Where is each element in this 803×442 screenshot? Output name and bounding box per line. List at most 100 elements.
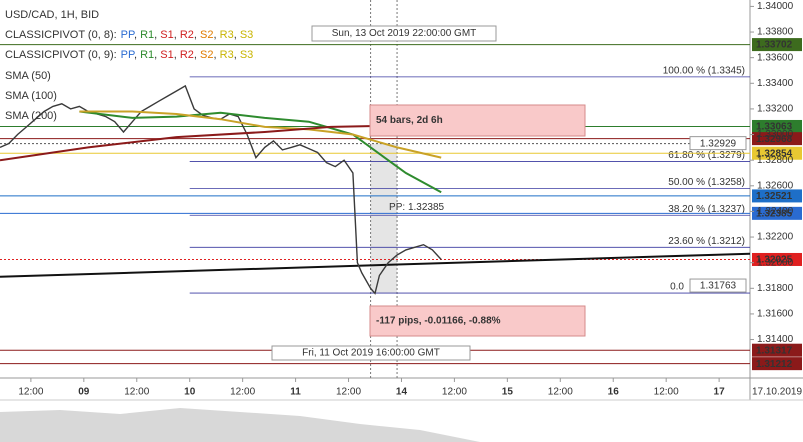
fib-label: 38.20 % (1.3237) bbox=[668, 204, 745, 215]
crosshair-value: 1.32929 bbox=[700, 138, 737, 149]
indicator-item: R3 bbox=[220, 49, 234, 61]
time-label: Sun, 13 Oct 2019 22:00:00 GMT bbox=[332, 28, 477, 39]
level-tag: PP: 1.32385 bbox=[389, 202, 444, 213]
x-tick-label: 16 bbox=[608, 387, 620, 398]
y-tick-label: 1.32600 bbox=[757, 180, 794, 191]
x-tick-label: 12:00 bbox=[548, 387, 573, 398]
separator: , bbox=[234, 29, 240, 41]
separator: , bbox=[194, 29, 200, 41]
y-tick-label: 1.32200 bbox=[757, 232, 794, 243]
indicator-item: R3 bbox=[220, 29, 234, 41]
separator: , bbox=[134, 29, 140, 41]
indicator-item: R2 bbox=[180, 29, 194, 41]
separator: , bbox=[194, 49, 200, 61]
x-tick-label: 15 bbox=[502, 387, 514, 398]
y-tick-label: 1.31600 bbox=[757, 309, 794, 320]
fib-value-box bbox=[689, 278, 747, 293]
trendline bbox=[0, 252, 751, 278]
separator: , bbox=[174, 29, 180, 41]
indicator-item: S3 bbox=[240, 49, 253, 61]
level-label: 1.32968 bbox=[756, 134, 793, 145]
x-tick-label: 12:00 bbox=[654, 387, 679, 398]
x-tick-label: 12:00 bbox=[124, 387, 149, 398]
level-label: 1.31317 bbox=[756, 345, 793, 356]
level-label: 1.32854 bbox=[756, 148, 793, 159]
y-tick-label: 1.32400 bbox=[757, 206, 794, 217]
level-label-bg bbox=[752, 38, 802, 52]
time-label: Fri, 11 Oct 2019 16:00:00 GMT bbox=[302, 348, 440, 359]
legend-title: USD/CAD, 1H, BID bbox=[5, 9, 99, 21]
indicator-legend: CLASSICPIVOT (0, 8): PP, R1, S1, R2, S2, … bbox=[5, 29, 253, 41]
level-label: 1.32025 bbox=[756, 255, 793, 266]
x-tick-label: 17 bbox=[714, 387, 726, 398]
separator: , bbox=[134, 49, 140, 61]
change-label-box bbox=[369, 305, 586, 337]
y-tick-label: 1.33800 bbox=[757, 27, 794, 38]
fib-label: 23.60 % (1.3212) bbox=[668, 236, 745, 247]
y-tick-label: 1.32000 bbox=[757, 257, 794, 268]
y-tick-label: 1.34000 bbox=[757, 1, 794, 12]
level-label: 1.33063 bbox=[756, 122, 793, 133]
fib-value: 1.31763 bbox=[700, 281, 737, 292]
indicator-item: R1 bbox=[140, 29, 154, 41]
x-corner-label: 17.10.2019 bbox=[752, 387, 802, 398]
level-label-bg bbox=[752, 119, 802, 133]
x-tick-label: 12:00 bbox=[230, 387, 255, 398]
x-tick-label: 12:00 bbox=[442, 387, 467, 398]
y-tick-label: 1.33000 bbox=[757, 129, 794, 140]
measure-band bbox=[370, 143, 398, 294]
fib-label: 61.80 % (1.3279) bbox=[668, 150, 745, 161]
indicator-item: S1 bbox=[160, 49, 173, 61]
y-tick-label: 1.31400 bbox=[757, 334, 794, 345]
sma-line bbox=[79, 110, 442, 194]
x-tick-label: 11 bbox=[290, 387, 301, 398]
level-label-bg bbox=[752, 146, 802, 160]
level-label: 1.31212 bbox=[756, 359, 793, 370]
navigator-area bbox=[0, 408, 480, 442]
change-label: -117 pips, -0.01166, -0.88% bbox=[376, 316, 501, 327]
fib-label: 0.0 bbox=[670, 282, 684, 293]
separator: , bbox=[174, 49, 180, 61]
separator: , bbox=[154, 49, 160, 61]
indicator-name: CLASSICPIVOT (0, 9): bbox=[5, 49, 117, 61]
indicator-name: CLASSICPIVOT (0, 8): bbox=[5, 29, 117, 41]
indicator-item: PP bbox=[121, 29, 135, 41]
indicator-item: R1 bbox=[140, 49, 154, 61]
y-tick-label: 1.33600 bbox=[757, 52, 794, 63]
sma-line bbox=[79, 110, 442, 159]
level-label-bg bbox=[752, 343, 802, 357]
indicator-item: R2 bbox=[180, 49, 194, 61]
level-label-bg bbox=[752, 357, 802, 371]
crosshair-box bbox=[689, 136, 747, 151]
time-label-box bbox=[311, 25, 497, 42]
x-tick-label: 12:00 bbox=[336, 387, 361, 398]
x-tick-label: 12:00 bbox=[18, 387, 43, 398]
indicator-legend: CLASSICPIVOT (0, 9): PP, R1, S1, R2, S2, … bbox=[5, 49, 253, 61]
level-label-bg bbox=[752, 189, 802, 203]
separator: , bbox=[234, 49, 240, 61]
legend-entry: SMA (50) bbox=[5, 70, 51, 82]
separator: , bbox=[214, 29, 220, 41]
y-tick-label: 1.33400 bbox=[757, 78, 794, 89]
legend-entry: SMA (200) bbox=[5, 110, 57, 122]
y-tick-label: 1.31800 bbox=[757, 283, 794, 294]
indicator-item: S3 bbox=[240, 29, 253, 41]
indicator-item: S2 bbox=[200, 49, 213, 61]
time-label-box bbox=[271, 345, 471, 361]
legend-entry: SMA (100) bbox=[5, 90, 57, 102]
fib-label: 50.00 % (1.3258) bbox=[668, 177, 745, 188]
fib-label: 100.00 % (1.3345) bbox=[663, 66, 745, 77]
indicator-item: S1 bbox=[160, 29, 173, 41]
level-label-bg bbox=[752, 252, 802, 266]
indicator-item: S2 bbox=[200, 29, 213, 41]
level-label: 1.33702 bbox=[756, 40, 793, 51]
separator: , bbox=[154, 29, 160, 41]
x-tick-label: 10 bbox=[184, 387, 196, 398]
level-label-bg bbox=[752, 206, 802, 220]
level-label-bg bbox=[752, 132, 802, 146]
indicator-item: PP bbox=[121, 49, 135, 61]
x-tick-label: 14 bbox=[396, 387, 408, 398]
level-label: 1.32521 bbox=[756, 191, 793, 202]
